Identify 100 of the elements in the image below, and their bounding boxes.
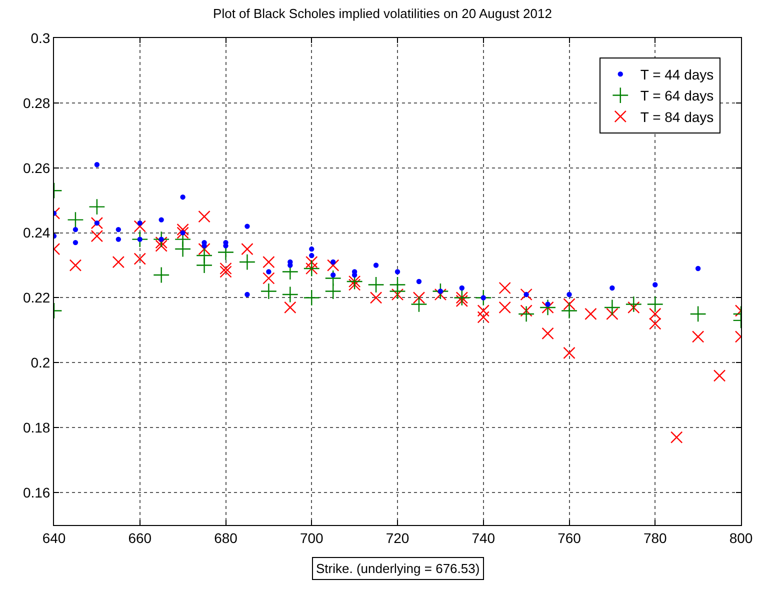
point [330,259,336,265]
x-tick-label: 640 [42,530,66,546]
point [542,327,554,340]
point [284,301,296,314]
x-tick-label: 740 [472,530,496,546]
point [370,292,382,304]
x-tick-label: 760 [558,530,582,546]
point [176,226,189,239]
point [649,318,662,330]
point [112,256,125,268]
legend-label: T = 64 days [640,88,714,104]
x-axis-title: Strike. (underlying = 676.53) [316,561,480,576]
point [373,262,379,268]
point [309,246,314,252]
point [456,294,468,308]
point [116,226,122,232]
point [116,236,122,242]
point [180,230,186,236]
point [88,198,106,216]
point [563,346,576,360]
point [416,278,422,284]
point [628,301,640,314]
point [477,311,490,324]
point [67,212,84,228]
x-tick-label: 800 [729,530,753,546]
point [394,269,400,274]
point [90,230,104,242]
chart-title: Plot of Black Scholes implied volatilities on 20 August 2012 [213,6,552,21]
y-tick-label: 0.2 [30,354,50,371]
y-tick-label: 0.3 [30,30,50,46]
point [180,194,186,200]
point [158,217,164,222]
point [566,292,572,298]
point [220,262,232,275]
point [713,370,726,382]
point [389,282,406,300]
point [432,282,449,300]
point [134,252,146,265]
point [324,282,342,300]
y-tick-label: 0.24 [22,224,50,241]
point [309,252,314,258]
point [306,256,318,268]
point [524,292,529,298]
point [391,288,404,301]
point [155,236,168,249]
point [198,242,210,256]
y-tick-label: 0.28 [22,94,50,111]
point [198,210,210,223]
y-tick-label: 0.16 [22,484,50,500]
point [610,285,615,291]
point [262,272,275,284]
point [625,296,642,313]
point [368,276,384,294]
point [260,282,277,300]
point [262,256,275,268]
point [69,259,82,272]
legend-label: T = 44 days [640,66,714,83]
point [94,220,100,226]
point [518,306,535,322]
point [412,292,426,304]
point [498,282,511,294]
point [72,226,78,232]
point [134,220,146,232]
point [94,162,100,168]
y-tick-label: 0.26 [22,160,50,176]
y-tick-label: 0.18 [22,420,50,436]
point [137,220,142,226]
x-tick-label: 660 [128,530,152,546]
point [153,266,170,284]
point [176,223,189,236]
point [326,259,340,272]
point [646,296,664,313]
point [498,301,511,314]
point [604,299,620,316]
point [282,286,298,303]
point [477,304,490,317]
point [690,306,706,322]
point [330,272,336,278]
point [72,240,78,246]
point [303,289,320,306]
y-tick-label: 0.22 [22,290,50,306]
point [174,240,192,258]
point [244,224,250,229]
point [244,292,250,298]
point [90,216,104,230]
point [475,289,492,306]
point [434,288,447,301]
point [584,308,597,320]
point [695,266,701,272]
point [137,236,142,242]
point [692,330,704,343]
point [153,230,170,248]
x-tick-label: 720 [386,530,410,546]
point [155,240,168,252]
legend-label: T = 84 days [640,108,714,125]
point [348,278,361,291]
point [266,269,272,274]
x-tick-label: 680 [214,530,238,546]
point [132,230,148,248]
point [670,431,683,444]
